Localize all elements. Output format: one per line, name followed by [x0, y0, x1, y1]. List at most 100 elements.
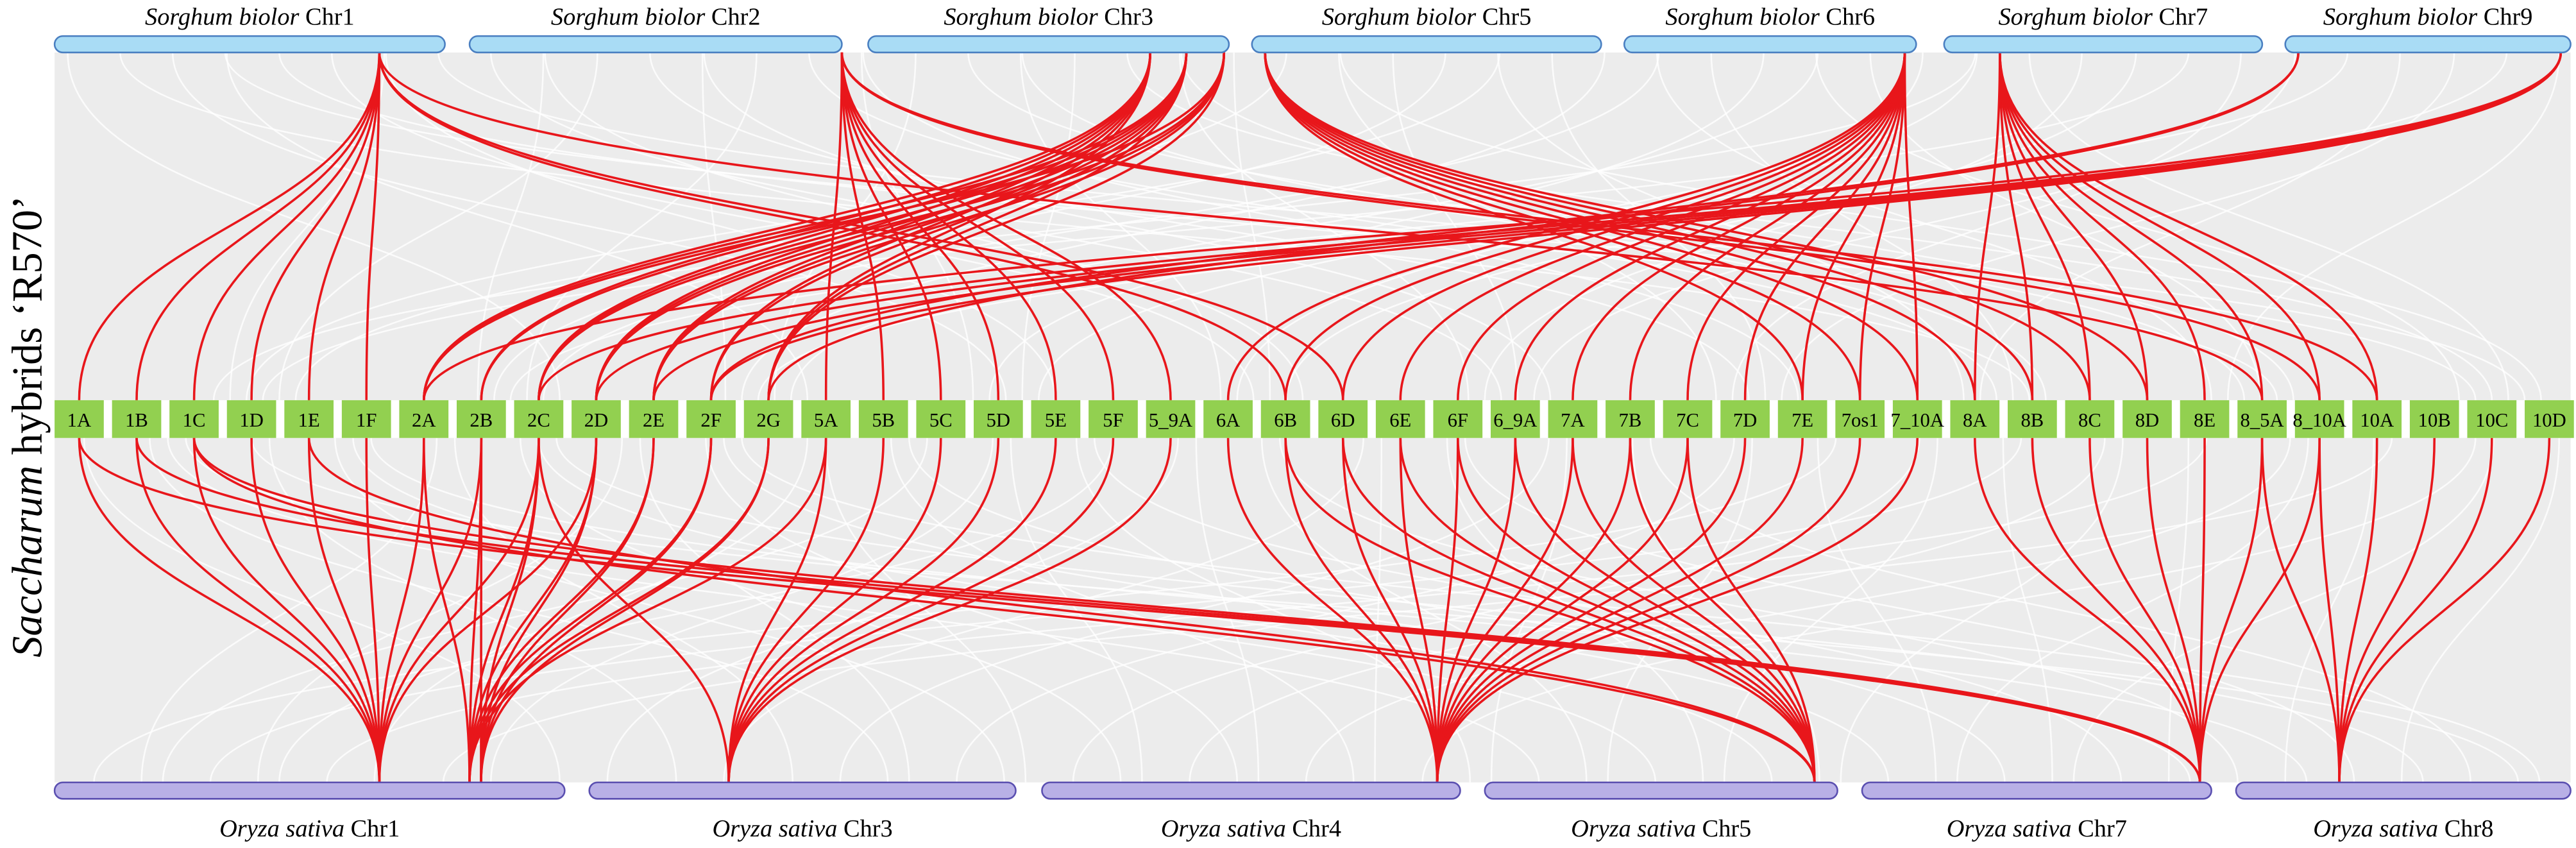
link — [78, 52, 381, 400]
middle-label: 5C — [929, 409, 953, 431]
top-label: Sorghum biolor Chr9 — [2323, 3, 2533, 30]
middle-chromosome — [1548, 400, 1598, 438]
link — [307, 52, 381, 400]
background-link — [1278, 437, 2239, 783]
background-link — [67, 52, 561, 400]
middle-label: 2C — [527, 409, 550, 431]
background-link — [908, 437, 2006, 783]
link — [1457, 52, 1906, 400]
background-link — [1021, 52, 1076, 400]
link — [727, 437, 1115, 783]
middle-chromosome — [1892, 400, 1942, 438]
link — [365, 52, 381, 400]
background-link — [1815, 52, 2461, 400]
middle-label: 2B — [470, 409, 493, 431]
background-link — [1484, 52, 2083, 400]
background-links — [55, 52, 2571, 783]
top-space — [299, 3, 305, 30]
background-link — [489, 437, 994, 783]
background-link — [723, 437, 1364, 783]
background-link — [245, 52, 1287, 400]
background-link — [93, 437, 1837, 783]
link — [192, 52, 381, 400]
middle-label: 2E — [643, 409, 665, 431]
link — [307, 437, 1816, 783]
link — [767, 52, 1226, 400]
link — [135, 437, 381, 783]
background-link — [1374, 437, 1383, 783]
middle-label: 6D — [1331, 409, 1355, 431]
background-link — [385, 52, 1056, 400]
link — [727, 437, 1057, 783]
middle-label: 7B — [1619, 409, 1642, 431]
background-link — [988, 52, 1765, 400]
bottom-chr: Chr7 — [2078, 815, 2127, 842]
bottom-chromosome — [1861, 781, 2212, 800]
link — [538, 52, 1151, 400]
link — [1436, 437, 1747, 783]
background-link — [370, 437, 2308, 783]
background-link — [2167, 437, 2190, 783]
background-link — [520, 437, 1122, 783]
top-chromosome — [1943, 35, 2264, 54]
top-chromosome — [53, 35, 446, 54]
link — [135, 52, 381, 400]
bottom-label: Oryza sativa Chr3 — [713, 815, 893, 842]
top-genus: Sorghum biolor — [1665, 3, 1820, 30]
top-space — [2153, 3, 2159, 30]
chromosomes: Sorghum biolor Chr1 Sorghum biolor Chr2 So… — [53, 3, 2574, 842]
background-link — [334, 437, 1005, 783]
top-label: Sorghum biolor Chr1 — [145, 3, 355, 30]
bottom-label: Oryza sativa Chr7 — [1947, 815, 2127, 842]
bottom-label: Oryza sativa Chr8 — [2313, 815, 2493, 842]
middle-label: 10C — [2475, 409, 2508, 431]
side-label: Saccharum hybrids ‘R570’ — [4, 196, 51, 657]
link — [250, 437, 381, 783]
top-genus: Sorghum biolor — [944, 3, 1098, 30]
middle-chromosome — [1146, 400, 1196, 438]
middle-label: 8C — [2078, 409, 2101, 431]
link — [727, 437, 885, 783]
link — [538, 52, 1188, 400]
background-link — [639, 437, 910, 783]
link — [1998, 52, 2321, 400]
link — [365, 437, 381, 783]
link — [192, 437, 2201, 783]
top-chr: Chr9 — [2484, 3, 2533, 30]
link — [1226, 437, 1439, 783]
link — [192, 437, 381, 783]
link — [1998, 52, 2091, 400]
background-link — [262, 52, 2190, 400]
highlight-links — [78, 52, 2563, 783]
link — [709, 52, 1188, 400]
middle-label: 5B — [872, 409, 895, 431]
top-chr: Chr7 — [2159, 3, 2208, 30]
background-link — [257, 437, 623, 783]
middle-label: 7C — [1676, 409, 1699, 431]
middle-label: 10D — [2532, 409, 2566, 431]
middle-chromosome — [1089, 400, 1138, 438]
bottom-chr: Chr5 — [1702, 815, 1752, 842]
background-link — [701, 52, 727, 400]
background-link — [649, 52, 1750, 400]
background-link — [278, 52, 2278, 400]
middle-label: 7A — [1561, 409, 1585, 431]
link — [378, 52, 2264, 400]
middle-label: 1C — [183, 409, 206, 431]
link — [1743, 52, 1906, 400]
middle-chromosome — [1663, 400, 1713, 438]
middle-label: 8A — [1963, 409, 1987, 431]
middle-label: 8_10A — [2292, 409, 2346, 431]
middle-chromosome — [686, 400, 736, 438]
link — [1629, 52, 1906, 400]
background-link — [1126, 52, 2493, 400]
bottom-chromosome — [1041, 781, 1461, 800]
background-link — [1010, 437, 1143, 783]
bottom-space — [2072, 815, 2078, 842]
background-link — [2028, 52, 2509, 400]
background-link — [250, 437, 2520, 783]
bottom-label: Oryza sativa Chr5 — [1571, 815, 1751, 842]
middle-label: 6E — [1389, 409, 1411, 431]
middle-chromosome — [2237, 400, 2287, 438]
